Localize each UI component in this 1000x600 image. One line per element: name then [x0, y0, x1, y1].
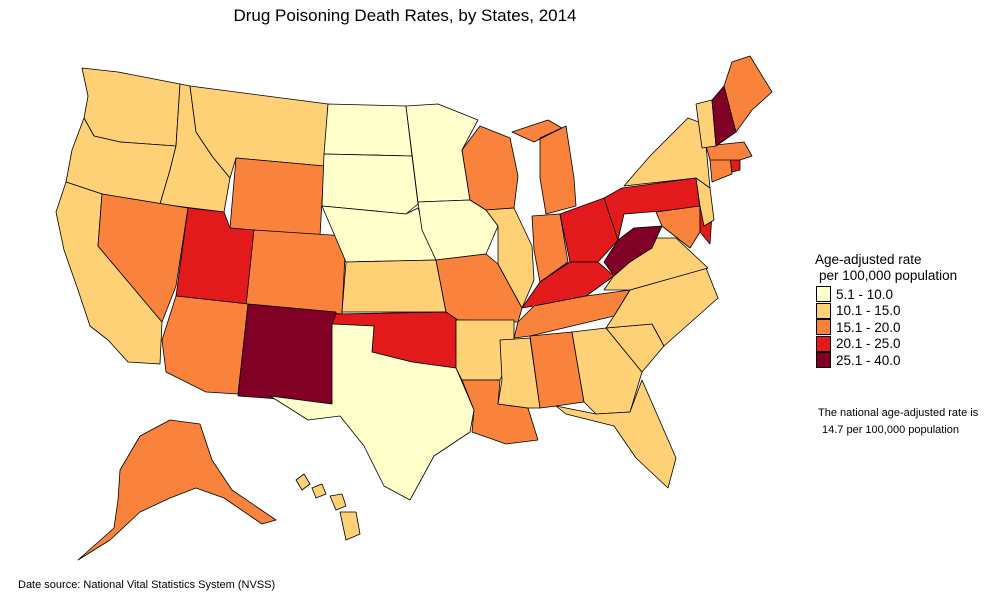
state-ks	[341, 259, 447, 313]
national-rate-line-1: The national age-adjusted rate is	[818, 407, 979, 419]
legend-swatch	[816, 319, 831, 336]
state-nm	[237, 303, 337, 405]
state-fl	[555, 379, 677, 489]
state-il	[485, 207, 535, 309]
legend-item: 10.1 - 15.0	[816, 302, 1000, 320]
state-wv	[603, 225, 663, 277]
state-mo	[435, 253, 523, 323]
state-ak	[77, 419, 277, 561]
state-in	[531, 213, 569, 283]
state-wy	[229, 157, 325, 237]
state-nd	[323, 103, 413, 157]
state-nv	[97, 193, 189, 323]
legend-label: 5.1 - 10.0	[836, 286, 894, 302]
legend: Age-adjusted rate per 100,000 population…	[815, 252, 1000, 369]
state-oh	[559, 197, 619, 263]
state-la	[461, 379, 539, 445]
legend-label: 25.1 - 40.0	[836, 352, 901, 368]
legend-label: 15.1 - 20.0	[836, 319, 901, 335]
state-wi	[461, 125, 519, 211]
state-nj	[695, 177, 715, 227]
legend-item: 5.1 - 10.0	[816, 286, 1000, 303]
legend-item: 20.1 - 25.0	[816, 335, 1000, 353]
legend-item: 15.1 - 20.0	[816, 319, 1000, 336]
legend-title-line-1: Age-adjusted rate	[815, 252, 922, 267]
national-rate-note: The national age-adjusted rate is 14.7 p…	[818, 405, 1000, 439]
state-wa	[81, 67, 181, 147]
legend-swatch	[816, 335, 831, 352]
legend-swatch	[816, 352, 831, 369]
legend-label: 20.1 - 25.0	[836, 336, 901, 352]
national-rate-line-2: 14.7 per 100,000 population	[822, 424, 960, 436]
state-sd	[321, 153, 419, 215]
state-me	[723, 55, 773, 133]
state-co	[245, 229, 347, 315]
data-source-note: Date source: National Vital Statistics S…	[18, 579, 276, 591]
state-az	[161, 295, 249, 395]
state-ma	[705, 141, 753, 161]
state-tx	[269, 323, 475, 501]
legend-title-line-2: per 100,000 population	[819, 268, 958, 283]
state-md	[655, 205, 701, 249]
state-mi	[511, 119, 577, 215]
map-title: Drug Poisoning Death Rates, by States, 2…	[233, 6, 577, 25]
state-hi	[295, 473, 361, 541]
state-al	[529, 331, 585, 409]
legend-label: 10.1 - 15.0	[836, 303, 901, 319]
legend-swatch	[816, 302, 831, 319]
legend-item: 25.1 - 40.0	[816, 352, 1000, 369]
state-ny	[623, 117, 711, 189]
legend-swatch	[816, 286, 831, 303]
